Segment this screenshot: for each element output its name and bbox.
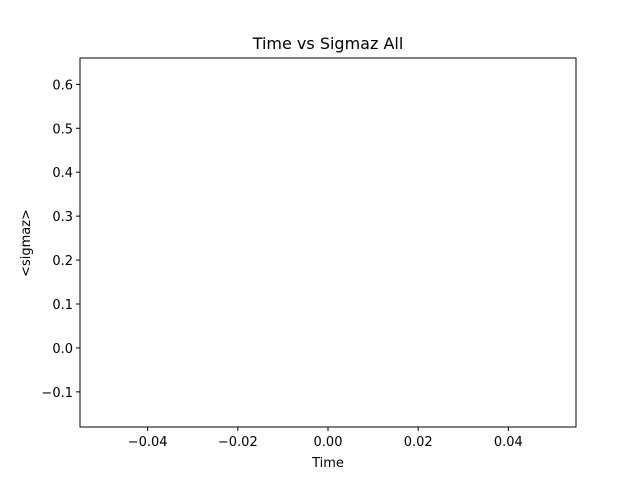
x-tick-label: −0.02	[218, 435, 258, 450]
plot-area	[80, 58, 576, 427]
chart-title: Time vs Sigmaz All	[252, 34, 404, 53]
y-axis-label: <sigmaz>	[19, 209, 34, 277]
y-tick-label: 0.4	[52, 166, 73, 181]
y-tick-label: 0.2	[52, 254, 73, 269]
x-tick-label: 0.00	[314, 435, 343, 450]
y-tick-label: 0.6	[52, 78, 73, 93]
x-tick-label: 0.02	[404, 435, 433, 450]
x-tick-label: −0.04	[128, 435, 168, 450]
x-tick-label: 0.04	[494, 435, 523, 450]
y-tick-label: 0.0	[52, 342, 73, 357]
y-axis: −0.1 0.0 0.1 0.2 0.3 0.4 0.5 0.6	[41, 78, 80, 401]
y-tick-label: 0.1	[52, 298, 73, 313]
x-axis-label: Time	[311, 456, 344, 471]
y-tick-label: 0.5	[52, 122, 73, 137]
x-axis: −0.04 −0.02 0.00 0.02 0.04	[128, 427, 523, 450]
y-tick-label: 0.3	[52, 210, 73, 225]
plot-frame	[79, 57, 577, 428]
y-tick-label: −0.1	[41, 386, 73, 401]
